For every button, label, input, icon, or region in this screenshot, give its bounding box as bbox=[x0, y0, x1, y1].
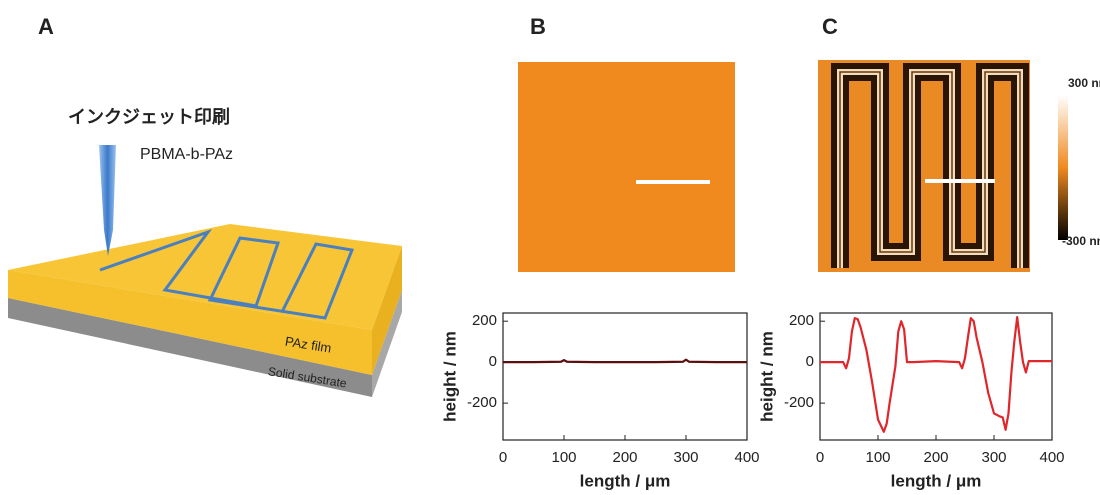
afm-image bbox=[818, 60, 1030, 272]
afm-image bbox=[518, 62, 735, 272]
x-tick-label: 400 bbox=[734, 449, 759, 466]
x-tick-label: 300 bbox=[673, 449, 698, 466]
film-label: PAz film bbox=[284, 334, 332, 356]
x-tick-label: 200 bbox=[923, 449, 948, 466]
x-tick-label: 0 bbox=[499, 449, 507, 466]
x-tick-label: 0 bbox=[816, 449, 824, 466]
x-tick-label: 200 bbox=[612, 449, 637, 466]
process-label: インクジェット印刷 bbox=[68, 107, 230, 127]
panel-label: A bbox=[38, 14, 54, 39]
y-axis-label: height / nm bbox=[757, 331, 776, 422]
substrate-diagram bbox=[8, 145, 402, 397]
panel-label: C bbox=[822, 14, 838, 39]
y-tick-label: 0 bbox=[806, 353, 814, 370]
panel-label: B bbox=[530, 14, 546, 39]
colorbar bbox=[1058, 95, 1068, 240]
plot-frame bbox=[819, 312, 1053, 441]
ink-label: PBMA-b-PAz bbox=[140, 146, 233, 163]
colorbar-min: -300 nm bbox=[1062, 234, 1100, 248]
y-tick-label: 200 bbox=[789, 312, 814, 329]
plot-frame bbox=[502, 312, 748, 441]
x-axis-label: length / μm bbox=[891, 471, 982, 490]
colorbar-max: 300 nm bbox=[1068, 76, 1100, 90]
y-tick-label: 0 bbox=[489, 353, 497, 370]
data-line bbox=[503, 358, 747, 364]
y-axis-label: height / nm bbox=[440, 331, 459, 422]
x-tick-label: 100 bbox=[865, 449, 890, 466]
y-tick-label: 200 bbox=[472, 312, 497, 329]
y-tick-label: -200 bbox=[784, 394, 814, 411]
data-line bbox=[820, 315, 1052, 433]
y-tick-label: -200 bbox=[467, 394, 497, 411]
x-tick-label: 400 bbox=[1039, 449, 1064, 466]
x-axis-label: length / μm bbox=[580, 471, 671, 490]
x-tick-label: 300 bbox=[981, 449, 1006, 466]
x-tick-label: 100 bbox=[551, 449, 576, 466]
